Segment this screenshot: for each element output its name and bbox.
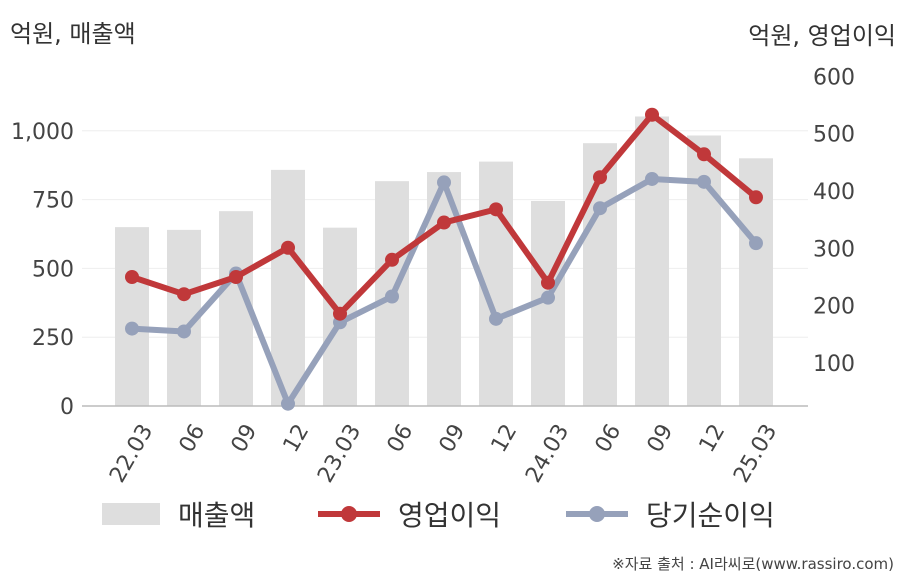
- operating-point: [697, 147, 711, 162]
- x-tick-label: 09: [643, 420, 679, 457]
- legend: 매출액 영업이익 당기순이익: [0, 492, 908, 536]
- left-tick-label: 500: [32, 257, 74, 282]
- sales-bar: [271, 169, 305, 406]
- legend-label-net: 당기순이익: [646, 499, 775, 532]
- operating-point: [333, 306, 347, 321]
- x-tick-label: 22.03: [105, 420, 158, 487]
- operating-point: [125, 270, 139, 284]
- legend-swatch-sales: [102, 503, 160, 525]
- x-tick-label: 06: [383, 420, 419, 457]
- operating-point: [541, 275, 555, 290]
- net-point: [385, 289, 399, 304]
- x-tick-label: 12: [487, 420, 523, 457]
- lines: [125, 107, 763, 411]
- legend-item-sales: 매출액: [102, 492, 255, 536]
- operating-point: [229, 270, 243, 284]
- x-tick-label: 12: [279, 420, 315, 457]
- net-point: [177, 324, 191, 339]
- right-tick-label: 500: [813, 123, 855, 148]
- net-point: [541, 290, 555, 305]
- net-point: [281, 396, 295, 411]
- right-tick-label: 100: [813, 352, 855, 377]
- source-note: ※자료 출처 : AI라씨로(www.rassiro.com): [612, 555, 894, 573]
- x-tick-label: 25.03: [729, 420, 782, 487]
- left-tick-label: 750: [32, 189, 74, 214]
- sales-bars: [115, 116, 773, 407]
- right-axis-unit: 억원, 영업이익: [748, 22, 896, 50]
- legend-item-net: 당기순이익: [566, 492, 775, 536]
- left-axis-unit: 억원, 매출액: [10, 20, 136, 48]
- right-tick-label: 200: [813, 295, 855, 320]
- left-tick-label: 1,000: [11, 120, 74, 145]
- x-tick-label: 24.03: [521, 420, 574, 487]
- legend-item-operating: 영업이익: [318, 492, 501, 536]
- net-point: [645, 171, 659, 186]
- right-tick-label: 400: [813, 180, 855, 205]
- operating-point: [177, 287, 191, 302]
- operating-point: [281, 240, 295, 255]
- operating-point: [437, 215, 451, 230]
- legend-swatch-net: [566, 503, 628, 525]
- operating-point: [645, 107, 659, 122]
- operating-point: [489, 202, 503, 217]
- net-point: [489, 311, 503, 326]
- right-tick-label: 600: [813, 65, 855, 90]
- legend-swatch-operating: [318, 503, 380, 525]
- sales-bar: [635, 116, 669, 407]
- x-tick-label: 06: [591, 420, 627, 457]
- net-point: [749, 236, 763, 251]
- x-tick-label: 12: [695, 420, 731, 457]
- legend-label-operating: 영업이익: [398, 499, 502, 532]
- operating-point: [593, 170, 607, 185]
- net-point: [125, 321, 139, 336]
- combo-chart: 0 250 500 750 1,000 100 200 300 400 500 600 22.03 06…: [11, 65, 855, 487]
- operating-point: [749, 190, 763, 205]
- x-tick-label: 23.03: [313, 420, 366, 487]
- left-tick-label: 0: [60, 395, 74, 420]
- x-tick-label: 09: [227, 420, 263, 457]
- x-tick-label: 06: [175, 420, 211, 457]
- legend-label-sales: 매출액: [178, 499, 256, 532]
- sales-bar: [583, 143, 617, 406]
- sales-bar: [115, 227, 149, 406]
- net-point: [697, 174, 711, 189]
- left-tick-label: 250: [32, 326, 74, 351]
- net-point: [593, 201, 607, 216]
- net-point: [437, 175, 451, 190]
- operating-point: [385, 252, 399, 267]
- right-tick-label: 300: [813, 237, 855, 262]
- x-tick-label: 09: [435, 420, 471, 457]
